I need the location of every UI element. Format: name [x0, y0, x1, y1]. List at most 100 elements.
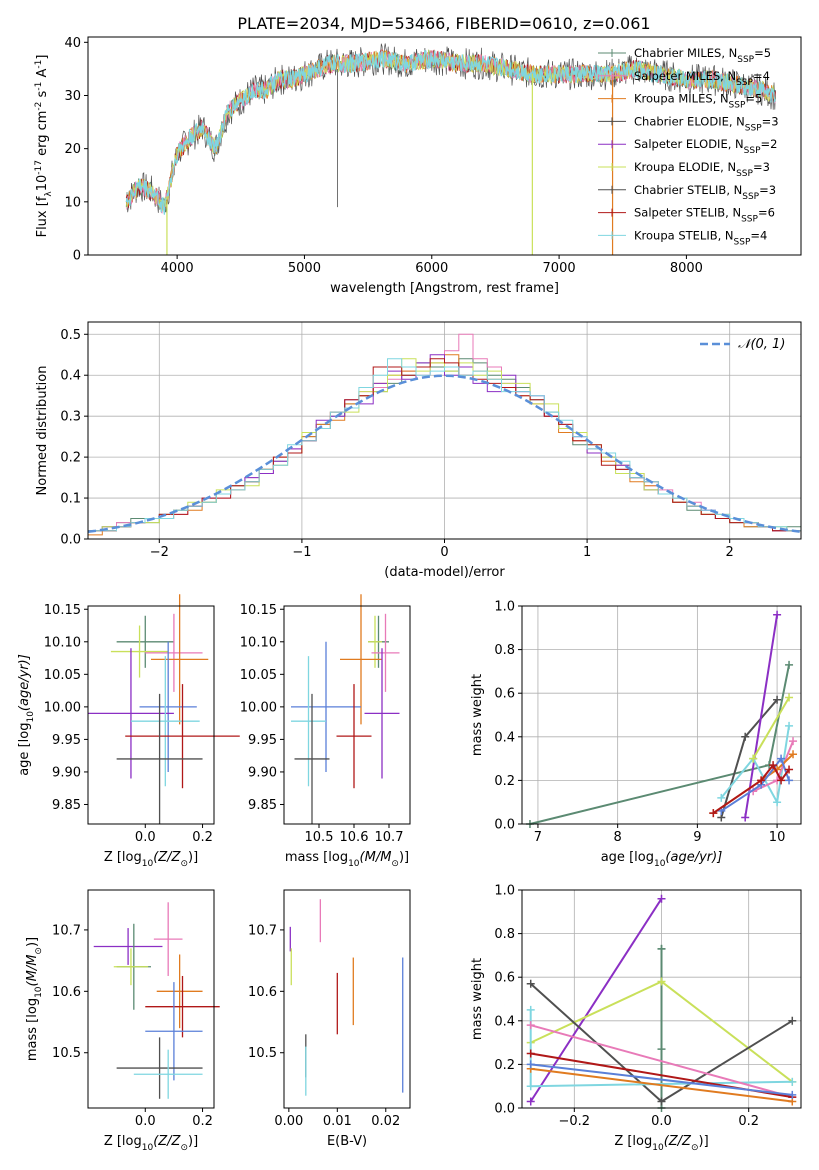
weight_vs_age-marker	[757, 776, 766, 785]
label-part: (age/yr)]	[665, 850, 722, 865]
age_vs_mass-xtick-label: 10.6	[340, 830, 369, 845]
label-part: 10	[652, 1143, 664, 1153]
spectrum-xlabel: wavelength [Angstrom, rest frame]	[330, 281, 559, 296]
label-part: )]	[188, 1134, 198, 1149]
label-part: (Z/Z	[664, 1134, 692, 1149]
weight_vs_age-marker	[785, 776, 794, 785]
weight_vs_Z-xtick-label: 0.0	[651, 1114, 672, 1129]
label-part: A	[35, 69, 50, 82]
weight_vs_age-marker	[769, 761, 778, 770]
weight_vs_Z-xtick-label: −0.2	[559, 1114, 591, 1129]
weight_vs_Z-ytick-label: 0.8	[494, 927, 515, 942]
age_vs_mass-ytick-label: 10.10	[240, 635, 277, 650]
label-part: SSP	[729, 101, 746, 111]
mass_vs_ebv-xtick-label: 0.02	[371, 1114, 400, 1129]
mass_vs_ebv-xtick-label: 0.00	[274, 1114, 303, 1129]
label-part: )]	[699, 1134, 709, 1149]
label-part: =5	[745, 92, 762, 106]
mass_vs_Z-ytick-label: 10.6	[52, 985, 81, 1000]
mass_vs_ebv-xlabel: E(B-V)	[327, 1134, 367, 1149]
weight_vs_Z-ylabel: mass weight	[470, 958, 485, 1040]
legend-label: Kroupa STELIB, NSSP=4	[634, 228, 767, 247]
mass_vs_ebv-frame	[283, 889, 411, 1109]
label-part: 10	[348, 859, 360, 869]
weight_vs_Z-marker	[657, 894, 666, 903]
weight_vs_age-marker	[777, 754, 786, 763]
age_vs_Z-ytick-label: 10.10	[44, 635, 81, 650]
weight_vs_age-marker	[741, 813, 750, 822]
label-part: ⊙	[391, 859, 399, 869]
label-part: SSP	[742, 192, 759, 202]
weight_vs_Z-marker	[526, 1049, 535, 1058]
label-part: Kroupa ELODIE, N	[634, 160, 736, 174]
mass_vs_Z-xtick-label: 0.0	[135, 1114, 156, 1129]
label-part: =2	[761, 137, 778, 151]
age_vs_mass-frame	[283, 605, 411, 825]
figure-title: PLATE=2034, MJD=53466, FIBERID=0610, z=0…	[237, 14, 650, 33]
label-part: (M/M	[25, 955, 40, 987]
legend-label: Salpeter STELIB, NSSP=6	[634, 206, 775, 225]
mass_vs_ebv-ytick-label: 10.5	[248, 1046, 277, 1061]
mass_vs_Z-ylabel: mass [log10(M/M⊙)]	[25, 937, 44, 1061]
label-part: mass weight	[470, 958, 485, 1040]
label-part: Chabrier MILES, N	[634, 46, 737, 60]
weight_vs_Z-frame	[521, 889, 802, 1109]
mass_vs_ebv-xtick-label: 0.01	[323, 1114, 352, 1129]
gaussian-curve	[88, 374, 801, 534]
weight_vs_Z-marker	[657, 944, 666, 953]
weight_vs_age-marker	[789, 737, 798, 746]
weight_vs_age-marker	[785, 660, 794, 669]
spectrum-ytick-label: 40	[64, 36, 81, 51]
label-part: mass [log	[25, 998, 40, 1061]
label-part: E(B-V)	[327, 1134, 367, 1149]
weight_vs_age-ytick-label: 0.6	[494, 687, 515, 702]
legend-label: Kroupa ELODIE, NSSP=3	[634, 160, 770, 179]
hist-xtick-label: −1	[292, 545, 311, 560]
spectrum-lines	[125, 43, 777, 255]
label-part: SSP	[741, 215, 758, 225]
weight_vs_age-marker	[773, 798, 782, 807]
weight_vs_age-marker	[777, 776, 786, 785]
legend-label: Salpeter MILES, NSSP=4	[634, 69, 770, 88]
label-part: age [log	[601, 850, 654, 865]
mass_vs_Z-frame	[87, 889, 215, 1109]
label-part: (Z/Z	[153, 850, 181, 865]
spectrum-xtick-label: 5000	[288, 261, 321, 276]
weight_vs_age-marker	[785, 721, 794, 730]
weight_vs_Z-ytick-label: 0.2	[494, 1058, 515, 1073]
weight_vs_age-line-kroupa_elodie	[752, 697, 790, 760]
label-part: )]	[399, 850, 409, 865]
hist-ytick-label: 0.5	[60, 328, 81, 343]
weight_vs_age-marker	[785, 765, 794, 774]
age_vs_Z-xtick-label: 0.0	[135, 830, 156, 845]
weight_vs_age-ylabel: mass weight	[470, 674, 485, 756]
weight_vs_Z-marker	[526, 1060, 535, 1069]
label-part: -17	[34, 160, 44, 175]
label-part: mass [log	[285, 850, 348, 865]
spectrum-xtick-label: 8000	[670, 261, 703, 276]
weight_vs_age-marker	[709, 809, 718, 818]
label-part: )]	[188, 850, 198, 865]
label-part: 10	[26, 711, 36, 723]
spectrum-xtick-label: 7000	[543, 261, 576, 276]
age_vs_mass-xtick-label: 10.7	[375, 830, 404, 845]
legend-label: Kroupa MILES, NSSP=5	[634, 92, 762, 111]
weight_vs_Z-line-kroupa_miles	[530, 1067, 793, 1103]
label-part: Z [log	[614, 1134, 652, 1149]
weight_vs_age-marker	[785, 693, 794, 702]
weight_vs_Z-ytick-label: 0.6	[494, 971, 515, 986]
weight_vs_age-xtick-label: 8	[614, 830, 622, 845]
weight_vs_age-xtick-label: 9	[693, 830, 701, 845]
label-part: -1	[34, 60, 44, 69]
weight_vs_Z-marker	[657, 1045, 666, 1054]
label-part: -2	[34, 102, 44, 111]
label-part: Z [log	[104, 1134, 142, 1149]
weight_vs_age-line-salpeter_elodie	[744, 614, 779, 818]
weight_vs_Z-ytick-label: 1.0	[494, 884, 515, 899]
label-part: SSP	[736, 78, 753, 88]
label-part: 10	[34, 986, 44, 998]
hist-steps	[88, 333, 801, 536]
age_vs_mass-ytick-label: 10.05	[240, 668, 277, 683]
legend-label: Salpeter ELODIE, NSSP=2	[634, 137, 777, 156]
